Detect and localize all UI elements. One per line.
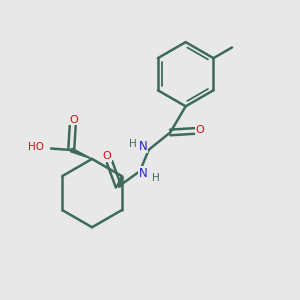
Text: N: N [139, 167, 148, 180]
Text: O: O [196, 125, 204, 135]
Text: H: H [152, 172, 160, 183]
Text: HO: HO [28, 142, 44, 152]
Text: O: O [102, 151, 111, 161]
Text: O: O [69, 115, 78, 125]
Polygon shape [117, 176, 122, 187]
Text: N: N [139, 140, 148, 153]
Polygon shape [70, 148, 92, 159]
Text: H: H [129, 140, 136, 149]
